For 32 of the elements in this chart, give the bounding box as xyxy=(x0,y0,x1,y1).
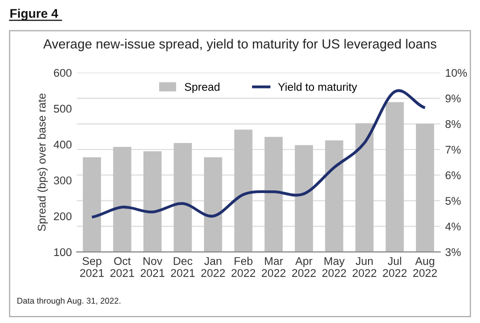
x-tick-label: Sep 2021 xyxy=(80,257,104,277)
text: Data through Aug. 31, 2022. xyxy=(17,298,120,306)
y-tick-label: 200 xyxy=(54,212,72,220)
y-tick-label: 300 xyxy=(54,176,72,184)
x-tick-label: Feb 2022 xyxy=(232,256,256,277)
x-tick-label: Jun 2022 xyxy=(352,257,376,277)
legend-label: Yield to maturity xyxy=(278,82,358,94)
x-tick-label: Aug 2022 xyxy=(413,257,437,277)
y-tick-label: 600 xyxy=(54,68,72,77)
y2-tick-label: 9% xyxy=(446,94,461,102)
x-tick-label: Oct 2021 xyxy=(110,257,134,277)
x-tick-label: Jul 2022 xyxy=(382,256,407,277)
chart-title: Average new-issue spread, yield to maturity for US leveraged loans xyxy=(43,38,436,52)
legend-label: Spread xyxy=(184,82,220,94)
y2-tick-label: 5% xyxy=(445,197,461,205)
y2-tick-label: 6% xyxy=(446,171,461,180)
y2-tick-label: 4% xyxy=(445,222,461,230)
y2-tick-label: 3% xyxy=(445,248,461,256)
y-tick-label: 400 xyxy=(54,140,72,149)
x-tick-label: Mar 2022 xyxy=(262,257,286,277)
y2-tick-label: 8% xyxy=(446,120,461,128)
x-tick-label: May 2022 xyxy=(322,257,346,277)
x-tick-label: Apr 2022 xyxy=(292,257,316,277)
chart-subtitle: Figure 4 xyxy=(10,8,58,20)
y2-tick-label: 7% xyxy=(446,146,461,154)
x-tick-label: Jan 2022 xyxy=(201,257,225,277)
y2-tick-label: 10% xyxy=(446,68,467,77)
y-tick-label: 100 xyxy=(54,248,72,256)
y-tick-label: 500 xyxy=(54,104,72,113)
y-axis-title: Spread (bps) over base rate xyxy=(37,94,48,231)
x-tick-label: Nov 2021 xyxy=(140,257,164,277)
x-tick-label: Dec 2021 xyxy=(170,257,195,277)
